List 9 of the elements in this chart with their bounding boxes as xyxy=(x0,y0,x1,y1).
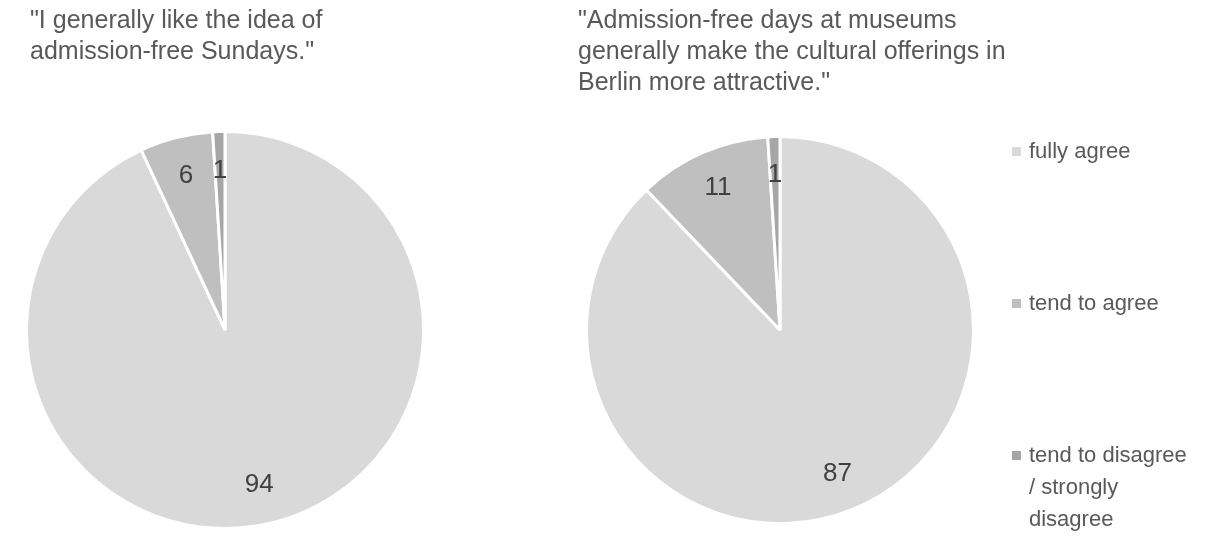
data-label: 6 xyxy=(178,159,194,190)
data-label: 87 xyxy=(823,456,852,487)
legend-label: tend to disagree / strongly disagree xyxy=(1029,441,1187,533)
chart-title: "I generally like the idea of admission-free Sundays." xyxy=(30,4,324,66)
legend-label: fully agree xyxy=(1029,137,1131,165)
data-label: 94 xyxy=(244,468,274,499)
data-label: 11 xyxy=(704,171,732,202)
chart-title: "Admission-free days at museums generally make the cultural offerings in Berlin more attractive." xyxy=(578,4,1007,97)
legend-label: tend to agree xyxy=(1029,289,1159,317)
